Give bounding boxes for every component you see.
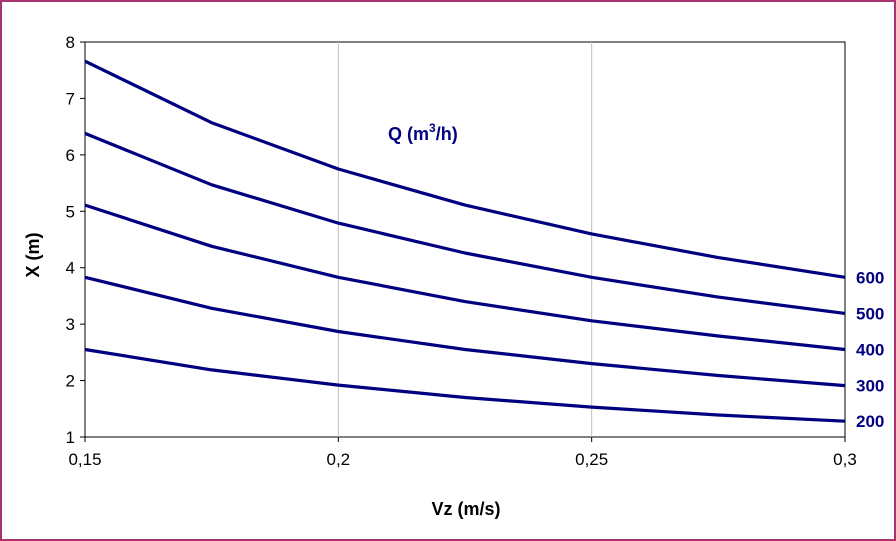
series-line-600 <box>84 59 846 279</box>
grid <box>80 41 846 442</box>
series-line-300 <box>84 275 846 388</box>
x-tick-label: 0,2 <box>327 450 351 469</box>
series-line-200 <box>84 347 846 423</box>
series-lines <box>84 59 846 423</box>
series-label-200: 200 <box>856 412 884 431</box>
y-tick-label: 3 <box>66 315 75 334</box>
x-tick-label: 0,25 <box>575 450 608 469</box>
y-tick-label: 8 <box>66 33 75 52</box>
y-tick-label: 1 <box>66 428 75 447</box>
chart-annotation: Q (m3/h) <box>388 121 458 144</box>
x-tick-label: 0,3 <box>833 450 857 469</box>
series-label-600: 600 <box>856 268 884 287</box>
y-tick-label: 6 <box>66 146 75 165</box>
series-label-300: 300 <box>856 377 884 396</box>
y-tick-label: 4 <box>66 259 75 278</box>
series-label-400: 400 <box>856 341 884 360</box>
y-axis-title: X (m) <box>23 232 43 277</box>
series-label-500: 500 <box>856 304 884 323</box>
y-tick-label: 5 <box>66 202 75 221</box>
series-line-400 <box>84 203 846 352</box>
x-tick-label: 0,15 <box>68 450 101 469</box>
y-tick-label: 2 <box>66 372 75 391</box>
y-tick-label: 7 <box>66 89 75 108</box>
series-labels: 600 500 400 300 200 <box>856 268 884 431</box>
series-line-500 <box>84 131 846 315</box>
x-axis-title: Vz (m/s) <box>431 499 500 519</box>
tick-labels: 0,15 0,2 0,25 0,3 1 2 3 4 5 6 7 8 <box>66 33 857 469</box>
